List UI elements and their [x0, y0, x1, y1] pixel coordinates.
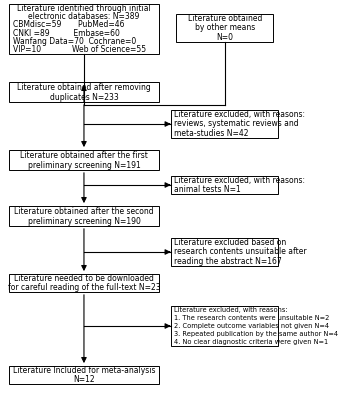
Text: Literature needed to be downloaded: Literature needed to be downloaded	[14, 274, 154, 283]
Text: Literature obtained: Literature obtained	[188, 14, 262, 23]
Text: CNKI =89          Embase=60: CNKI =89 Embase=60	[13, 29, 120, 38]
Text: Literature excluded, with reasons:: Literature excluded, with reasons:	[174, 176, 305, 185]
FancyBboxPatch shape	[9, 274, 159, 292]
Text: Literature excluded, with reasons:: Literature excluded, with reasons:	[174, 307, 288, 313]
Text: Literature obtained after the second: Literature obtained after the second	[14, 206, 154, 216]
Text: preliminary screening N=191: preliminary screening N=191	[28, 160, 140, 170]
FancyBboxPatch shape	[171, 306, 277, 346]
Text: CBMdisc=59       PubMed=46: CBMdisc=59 PubMed=46	[13, 20, 124, 29]
FancyBboxPatch shape	[9, 206, 159, 226]
Text: Wanfang Data=70  Cochrane=0: Wanfang Data=70 Cochrane=0	[13, 37, 136, 46]
FancyBboxPatch shape	[9, 150, 159, 170]
Text: meta-studies N=42: meta-studies N=42	[174, 129, 249, 138]
Text: research contents unsuitable after: research contents unsuitable after	[174, 248, 307, 256]
FancyBboxPatch shape	[176, 14, 273, 42]
Text: reviews, systematic reviews and: reviews, systematic reviews and	[174, 120, 299, 128]
Text: 4. No clear diagnostic criteria were given N=1: 4. No clear diagnostic criteria were giv…	[174, 339, 328, 345]
Text: Literature obtained after the first: Literature obtained after the first	[20, 150, 148, 160]
Text: N=12: N=12	[73, 375, 95, 384]
Text: reading the abstract N=167: reading the abstract N=167	[174, 257, 282, 266]
FancyBboxPatch shape	[9, 4, 159, 54]
Text: Literature Included for meta-analysis: Literature Included for meta-analysis	[13, 366, 155, 375]
Text: 3. Repeated publication by the same author N=4: 3. Repeated publication by the same auth…	[174, 331, 338, 337]
FancyBboxPatch shape	[171, 238, 277, 266]
FancyBboxPatch shape	[9, 366, 159, 384]
Text: for careful reading of the full-text N=23: for careful reading of the full-text N=2…	[8, 283, 160, 292]
Text: 2. Complete outcome variables not given N=4: 2. Complete outcome variables not given …	[174, 323, 329, 329]
Text: animal tests N=1: animal tests N=1	[174, 185, 241, 194]
Text: Literature identified through initial: Literature identified through initial	[17, 4, 151, 13]
Text: N=0: N=0	[216, 33, 233, 42]
FancyBboxPatch shape	[9, 82, 159, 102]
Text: by other means: by other means	[195, 24, 255, 32]
Text: Literature excluded, with reasons:: Literature excluded, with reasons:	[174, 110, 305, 119]
FancyBboxPatch shape	[171, 176, 277, 194]
Text: duplicates N=233: duplicates N=233	[50, 92, 118, 102]
Text: 1. The research contents were unsuitable N=2: 1. The research contents were unsuitable…	[174, 315, 329, 321]
Text: electronic databases: N=389: electronic databases: N=389	[28, 12, 140, 21]
Text: Literature excluded based on: Literature excluded based on	[174, 238, 286, 247]
FancyBboxPatch shape	[171, 110, 277, 138]
Text: VIP=10             Web of Science=55: VIP=10 Web of Science=55	[13, 45, 146, 54]
Text: Literature obtained after removing: Literature obtained after removing	[17, 82, 151, 92]
Text: preliminary screening N=190: preliminary screening N=190	[28, 216, 140, 226]
